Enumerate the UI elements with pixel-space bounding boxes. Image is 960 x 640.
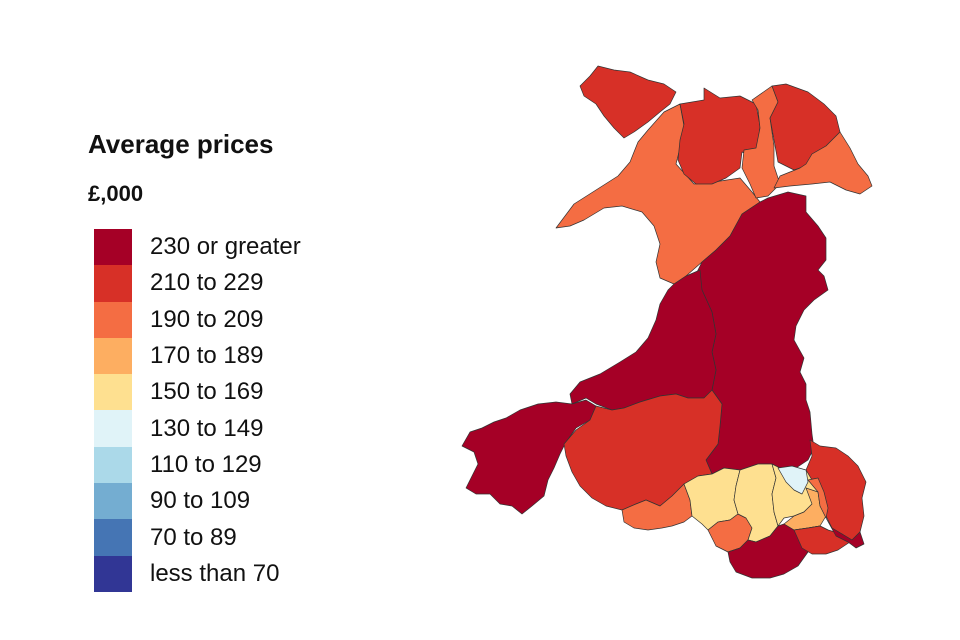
legend-swatch [94, 337, 132, 375]
region[interactable] [569, 269, 717, 411]
legend-item: 170 to 189 [94, 337, 301, 375]
legend-swatch [94, 229, 132, 266]
legend-item: 210 to 229 [94, 265, 301, 302]
legend-unit: £,000 [88, 181, 144, 206]
region[interactable] [825, 517, 865, 549]
legend-items: 230 or greater 210 to 229 190 to 209 170… [94, 229, 301, 592]
region[interactable] [807, 477, 829, 519]
region[interactable] [579, 65, 677, 139]
legend-item: 110 to 129 [94, 446, 301, 484]
legend-item: 130 to 149 [94, 410, 301, 447]
legend-label: 110 to 129 [150, 450, 262, 478]
legend-label: 70 to 89 [150, 523, 237, 551]
legend-item: less than 70 [94, 555, 301, 592]
legend-label: 170 to 189 [150, 342, 264, 370]
legend-label: 90 to 109 [150, 487, 251, 515]
legend-label: 230 or greater [150, 233, 301, 261]
legend-swatch [94, 410, 132, 447]
region[interactable] [777, 465, 809, 495]
region[interactable] [773, 131, 873, 195]
legend-swatch [94, 483, 132, 520]
wales-choropleth-map [461, 65, 873, 579]
legend-label: 210 to 229 [150, 269, 264, 297]
legend-label: less than 70 [150, 559, 280, 587]
legend-swatch [94, 374, 132, 411]
legend-label: 150 to 169 [150, 378, 264, 406]
legend-swatch [94, 519, 132, 556]
region[interactable] [677, 87, 761, 185]
legend-item: 70 to 89 [94, 519, 301, 556]
legend-item: 90 to 109 [94, 483, 301, 520]
legend-swatch [94, 301, 132, 338]
legend-item: 190 to 209 [94, 301, 301, 338]
map-legend: Average prices £,000 230 or greater 210 … [88, 128, 301, 592]
legend-swatch [94, 265, 132, 302]
legend-item: 150 to 169 [94, 374, 301, 411]
legend-label: 130 to 149 [150, 414, 264, 442]
legend-swatch [94, 446, 132, 484]
legend-item: 230 or greater [94, 229, 301, 266]
legend-label: 190 to 209 [150, 305, 264, 333]
legend-title: Average prices [88, 129, 274, 159]
legend-swatch [94, 555, 132, 592]
